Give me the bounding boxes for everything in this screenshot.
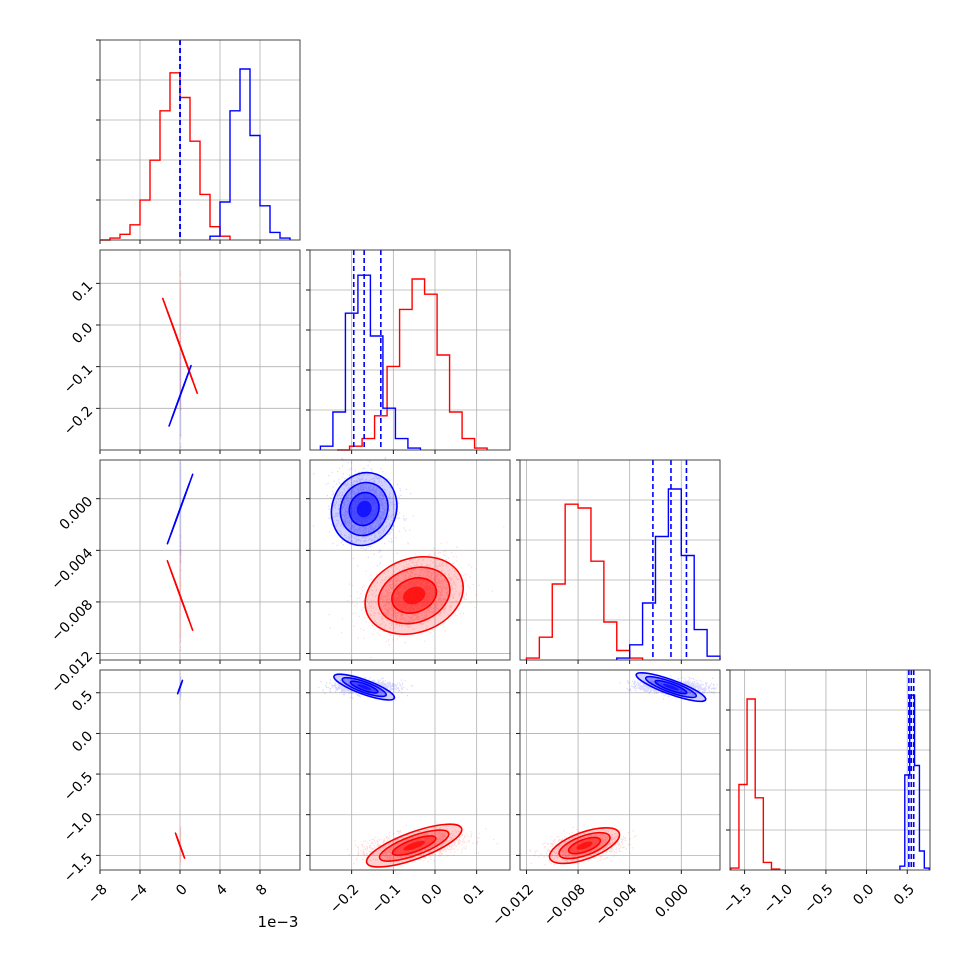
y-tick-label: −1.0 [61,810,96,845]
red-histogram [337,278,488,451]
layer-frame [96,39,931,874]
red-histogram [730,698,781,870]
y-tick-label: −1.5 [61,850,96,885]
layer-data [100,40,930,872]
x-tick-label: −0.008 [541,881,589,929]
contour-line [349,680,379,694]
y-tick-label: 0.1 [69,278,96,305]
density-fill [357,684,372,690]
contour-line [173,578,187,613]
x-tick-label: −0.1 [369,881,404,916]
contour-line [378,829,450,862]
y-tick-label: −0.012 [48,649,96,697]
y-tick-label: −0.008 [48,597,96,645]
layer-grid [99,40,930,870]
contour-line [173,492,187,526]
blue-histogram [209,68,291,240]
density-fill [403,840,425,851]
x-tick-label: 8 [253,881,271,899]
x-tick-label: −0.012 [489,881,537,929]
x-tick-label: −1.0 [761,881,796,916]
contour-line [333,673,396,701]
axes-frame [99,669,301,871]
contour-line [635,671,707,703]
y-tick-label: −0.004 [48,545,96,593]
contour-line [567,836,602,855]
contour-line [177,839,183,853]
axes-frame [309,249,511,451]
x-offset-label: 1e−3 [258,913,299,931]
x-tick-label: −0.2 [327,881,362,916]
contour-line [341,676,387,698]
blue-histogram [319,274,422,450]
x-tick-label: 0 [173,881,191,899]
contour-line [548,826,621,865]
contour-line [391,577,438,614]
contour-line [330,471,398,547]
x-tick-label: −8 [85,881,111,907]
contour-line [644,675,698,699]
contour-line [171,323,189,369]
red-histogram [525,503,644,660]
axes-frame [99,459,301,661]
contour-line [391,835,437,857]
contour-line [348,491,380,527]
red-sample-points [179,535,182,652]
y-tick-label: 0.000 [57,494,97,534]
x-tick-label: −0.004 [592,881,640,929]
density-fill [356,500,372,518]
layer-labels: −8 −4 0 4 8 −0.2 −0.1 0.0 0.1 −0.012 −0.008 −0.004 0… [48,278,918,929]
contour-line [654,679,688,695]
y-tick-label: −0.2 [61,403,96,438]
x-tick-label: −1.5 [720,881,755,916]
contour-line [174,381,186,411]
axes-frame [99,249,301,451]
y-tick-label: 0.0 [69,728,96,755]
blue-histogram [616,488,721,660]
density-fill [403,586,426,605]
x-tick-label: 0.0 [850,881,877,908]
contour-line [339,481,389,537]
contour-line [558,831,611,860]
y-tick-label: −0.5 [61,769,96,804]
contour-line [364,555,464,636]
axes-frame [309,459,511,661]
x-tick-label: 0.5 [891,881,918,908]
x-tick-label: −4 [125,881,151,907]
axes-frame [519,459,721,661]
density-fill [663,683,679,691]
blue-sample-points [180,341,182,449]
axes-frame [309,669,511,871]
axes-frame [99,39,301,241]
blue-histogram [899,694,930,870]
y-tick-label: −0.1 [61,362,96,397]
axes-frame [729,669,931,871]
contour-line [377,566,451,625]
x-tick-label: −0.5 [801,881,836,916]
x-tick-label: 0.0 [419,881,446,908]
red-histogram [100,72,231,241]
x-tick-label: 4 [213,881,231,899]
axes-frame [519,669,721,871]
y-tick-label: 0.5 [69,688,96,715]
contour-line [178,683,182,691]
contour-line [365,823,463,868]
x-tick-label: 0.000 [652,881,692,921]
density-fill [576,841,593,850]
x-tick-label: 0.1 [460,881,487,908]
y-tick-label: 0.0 [69,320,96,347]
